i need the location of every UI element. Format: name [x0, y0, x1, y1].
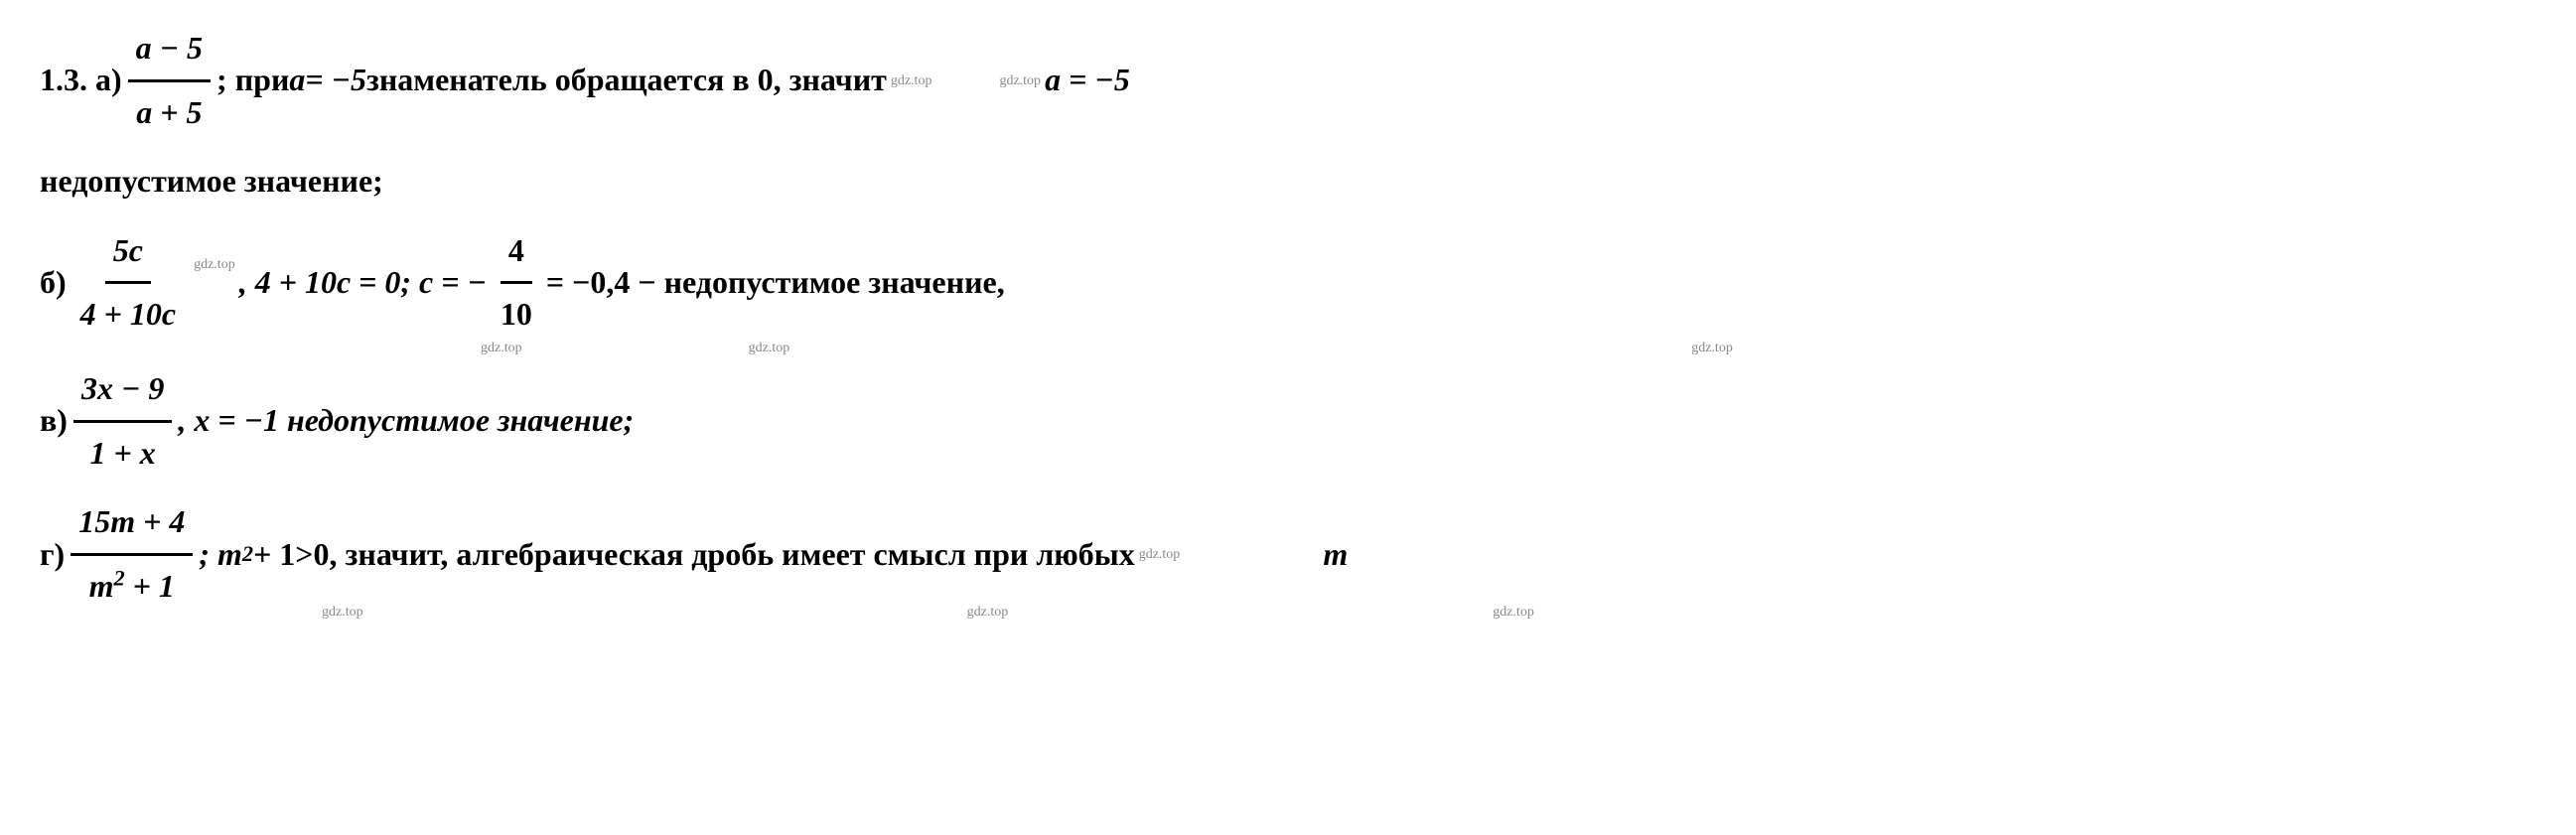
watermark: gdz.top [749, 336, 790, 360]
part-d-text1: ; m [199, 526, 242, 584]
part-b-label: б) [40, 254, 67, 312]
watermark: gdz.top [1691, 336, 1733, 360]
frac-num: 5c [105, 222, 151, 285]
watermark: gdz.top [194, 252, 235, 277]
frac-num: 3x − 9 [73, 360, 172, 423]
frac-den: a + 5 [128, 82, 210, 142]
watermark: gdz.top [1139, 542, 1181, 567]
part-a-label: а) [95, 52, 122, 109]
part-b-fraction1: 5c 4 + 10c [72, 222, 184, 344]
den-base: m [89, 568, 114, 604]
frac-num: 4 [501, 222, 532, 285]
watermark: gdz.top [999, 69, 1041, 93]
watermark-row: gdz.top gdz.top gdz.top [40, 336, 2536, 360]
watermark: gdz.top [967, 600, 1009, 625]
part-c-line: в) 3x − 9 1 + x , x = −1 недопустимое зн… [40, 360, 2536, 482]
watermark: gdz.top [1493, 600, 1534, 625]
part-d-label: г) [40, 526, 65, 584]
part-a-eq1: a= −5 [289, 52, 366, 109]
part-b-fraction2: 4 10 [493, 222, 540, 344]
frac-den: 4 + 10c [72, 284, 184, 344]
den-exp: 2 [113, 565, 124, 590]
part-a-text1: ; при [216, 52, 289, 109]
part-d-var: m [1323, 526, 1348, 584]
frac-den: m2 + 1 [81, 556, 183, 616]
frac-num: a − 5 [128, 20, 211, 82]
part-c-text1: , x = −1 недопустимое значение; [178, 392, 634, 450]
part-a-fraction: a − 5 a + 5 [128, 20, 211, 141]
problem-number: 1.3. [40, 52, 87, 109]
frac-den: 1 + x [82, 423, 164, 483]
part-a-line2: недопустимое значение; [40, 153, 2536, 210]
watermark: gdz.top [322, 600, 363, 625]
part-d-fraction: 15m + 4 m2 + 1 [71, 493, 193, 615]
part-a-continuation: недопустимое значение; [40, 153, 383, 210]
den-rest: + 1 [125, 568, 175, 604]
part-c-fraction: 3x − 9 1 + x [73, 360, 172, 482]
watermark: gdz.top [891, 69, 932, 93]
watermark-row2: gdz.top gdz.top gdz.top [40, 600, 2536, 625]
frac-num: 15m + 4 [71, 493, 193, 556]
part-b-text1: , 4 + 10c = 0; c = − [239, 254, 487, 312]
part-b-text2: = −0,4 − недопустимое значение, [546, 254, 1005, 312]
part-a-eq2: a = −5 [1045, 52, 1130, 109]
part-d-text2: + 1>0, значит, алгебраическая дробь имее… [253, 526, 1135, 584]
part-a-line1: 1.3. а) a − 5 a + 5 ; при a= −5 знаменат… [40, 20, 2536, 141]
part-c-label: в) [40, 392, 68, 450]
part-b-line: б) 5c 4 + 10c gdz.top , 4 + 10c = 0; c =… [40, 222, 2536, 344]
part-a-text2: знаменатель обращается в 0, значит [366, 52, 887, 109]
part-d-line: г) 15m + 4 m2 + 1 ; m 2 + 1>0, значит, ал… [40, 493, 2536, 615]
watermark: gdz.top [481, 336, 522, 360]
